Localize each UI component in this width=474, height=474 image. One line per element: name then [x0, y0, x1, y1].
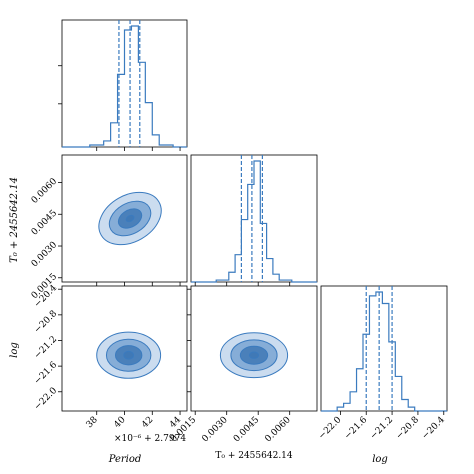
x-axis-label-logf: log	[372, 454, 388, 465]
density-contour-2-3	[248, 351, 260, 359]
x-tick-label: −22.0	[317, 415, 344, 442]
panel-frame-2-2	[320, 285, 448, 412]
x-offset-period: ×10⁻⁶ + 2.7974	[114, 434, 186, 444]
density-contour-0-3	[125, 214, 135, 223]
x-tick-label: 42	[140, 415, 155, 430]
histogram-0	[62, 25, 187, 148]
x-tick-label: −21.6	[343, 415, 370, 442]
y-tick-label: −20.8	[33, 309, 60, 336]
y-tick-label: 0.0060	[30, 176, 60, 206]
x-tick-label: 0.0045	[232, 415, 262, 445]
histogram-1	[191, 160, 317, 283]
density-contour-1-3	[123, 350, 135, 360]
x-axis-label-t0: T₀ + 2455642.14	[215, 451, 293, 461]
panel-frame-2-1	[190, 285, 318, 412]
y-tick-label: −21.2	[33, 335, 60, 362]
x-tick-label: 38	[85, 415, 100, 430]
x-tick-label: 40	[112, 415, 127, 430]
x-tick-label: −20.8	[394, 415, 421, 442]
y-tick-label: −22.0	[33, 386, 60, 413]
y-tick-label: 0.0045	[30, 208, 60, 238]
x-axis-label-period: Period	[108, 454, 142, 465]
y-tick-label: 0.0030	[30, 240, 60, 270]
x-tick-label: −20.4	[420, 415, 447, 442]
histogram-2	[321, 291, 447, 412]
panel-frame-1-1	[190, 154, 318, 283]
y-axis-label-logf: log	[9, 342, 20, 358]
x-tick-label: −21.2	[369, 415, 396, 442]
y-axis-label-t0: T₀ + 2455642.14	[9, 177, 20, 263]
x-tick-label: 0.0030	[200, 415, 230, 445]
y-tick-label: −21.6	[33, 360, 60, 387]
x-tick-label: 0.0060	[263, 415, 293, 445]
